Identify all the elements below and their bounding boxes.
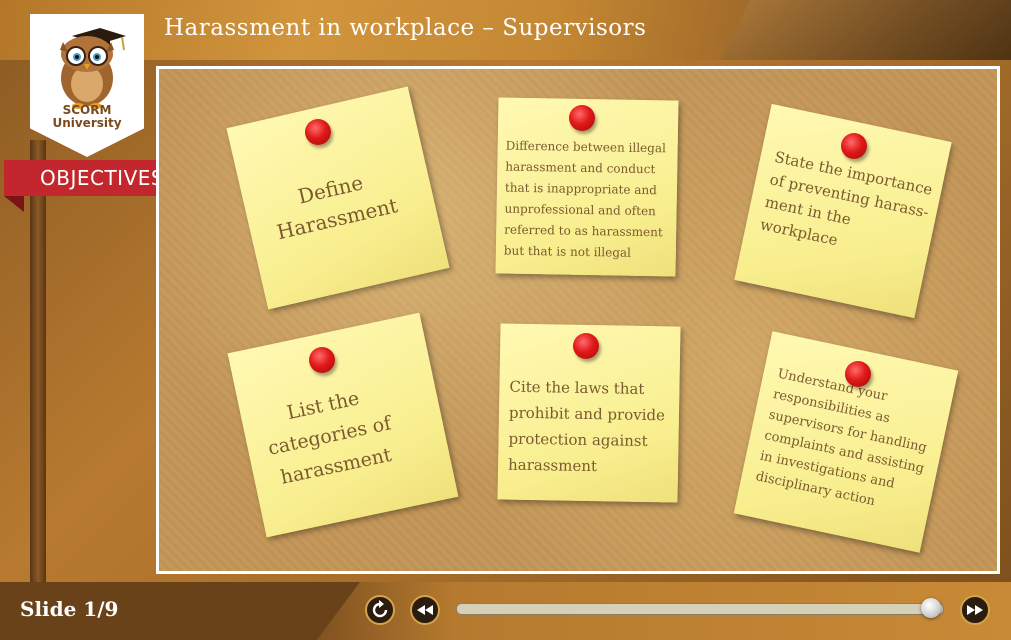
header-bar [0, 0, 1011, 60]
progress-knob[interactable] [921, 598, 941, 618]
logo-text-line1: SCORM [62, 103, 112, 117]
sticky-note[interactable]: List the categories of harassment [227, 312, 459, 538]
sticky-note[interactable]: Understand your responsibilities as supe… [733, 331, 959, 553]
note-text: Define Harassment [274, 170, 400, 245]
sticky-note[interactable]: State the importance of preventing haras… [734, 103, 952, 319]
fast-forward-icon [967, 605, 983, 615]
note-text: Cite the laws that prohibit and provide … [507, 377, 666, 476]
cork-board: Define Harassment Difference between ill… [156, 66, 1000, 574]
note-text: Understand your responsibilities as supe… [754, 366, 929, 510]
note-text: Difference between illegal harassment an… [503, 138, 667, 260]
push-pin-icon [309, 347, 335, 373]
note-text: State the importance of preventing haras… [758, 147, 935, 250]
rewind-button[interactable] [410, 595, 440, 625]
slide-counter: Slide 1/9 [20, 597, 119, 621]
ribbon-fold [4, 196, 24, 212]
replay-button[interactable] [365, 595, 395, 625]
push-pin-icon [845, 361, 871, 387]
logo-badge: SCORM University [30, 14, 144, 157]
fast-forward-button[interactable] [960, 595, 990, 625]
push-pin-icon [569, 105, 595, 131]
push-pin-icon [305, 119, 331, 145]
progress-fill [457, 604, 943, 614]
sticky-note[interactable]: Define Harassment [226, 86, 450, 310]
page-title: Harassment in workplace – Supervisors [164, 15, 647, 41]
ribbon-pole [30, 140, 46, 585]
push-pin-icon [841, 133, 867, 159]
note-text: List the categories of harassment [266, 387, 394, 489]
push-pin-icon [573, 333, 599, 359]
logo-text-line2: University [52, 116, 122, 130]
section-label: OBJECTIVES [40, 166, 165, 190]
progress-track[interactable] [456, 598, 944, 618]
rewind-icon [417, 605, 433, 615]
replay-icon [372, 600, 388, 618]
owl-icon [60, 28, 126, 109]
